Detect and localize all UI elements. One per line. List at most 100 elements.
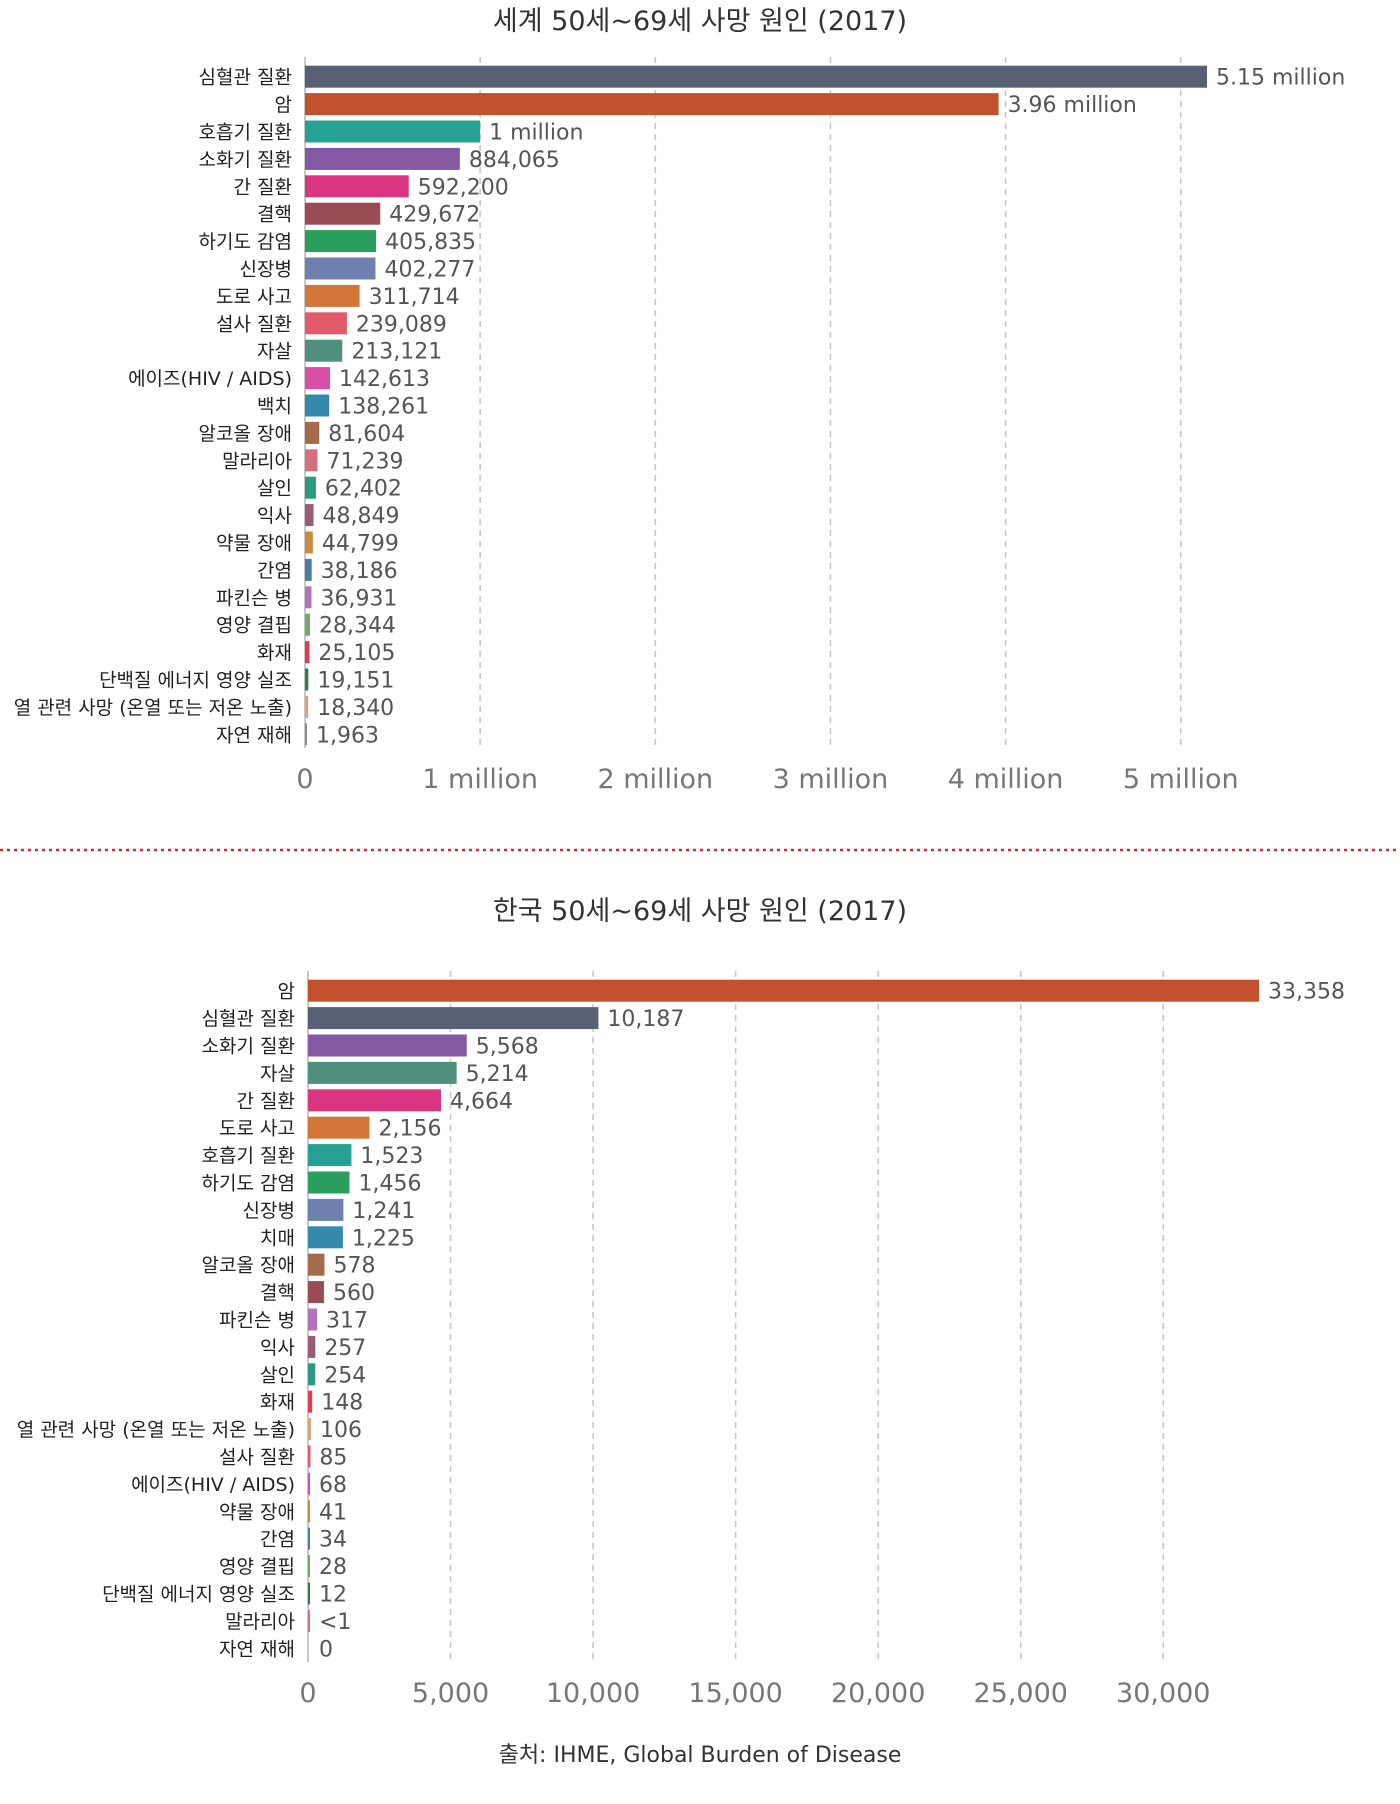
value-label: 1,523 [360, 1144, 423, 1169]
category-label: 간 질환 [234, 176, 292, 198]
category-label: 단백질 에너지 영양 실조 [102, 1584, 295, 1606]
bar [308, 1198, 344, 1221]
value-label: 71,239 [326, 449, 403, 474]
value-label: 38,186 [321, 559, 398, 584]
value-label: 317 [326, 1309, 368, 1334]
category-label: 말라리아 [222, 450, 292, 472]
value-label: 1 million [489, 121, 583, 146]
value-label: 33,358 [1268, 980, 1345, 1005]
category-label: 알코올 장애 [202, 1255, 295, 1277]
value-label: 0 [319, 1637, 333, 1662]
category-label: 열 관련 사망 (온열 또는 저온 노출) [17, 1419, 295, 1441]
x-tick-label: 15,000 [688, 1678, 782, 1709]
x-tick-label: 4 million [948, 764, 1064, 795]
bar [308, 979, 1259, 1002]
category-label: 결핵 [257, 204, 292, 226]
chart-title: 한국 50세~69세 사망 원인 (2017) [493, 896, 907, 927]
bar [305, 504, 314, 527]
value-label: 10,187 [607, 1007, 684, 1032]
value-label: 19,151 [317, 669, 394, 694]
bar [305, 695, 309, 718]
bar [305, 65, 1207, 88]
bar [305, 613, 310, 636]
category-label: 화재 [260, 1392, 295, 1414]
value-label: 5,568 [476, 1035, 539, 1060]
category-label: 설사 질환 [219, 1447, 295, 1469]
bar [305, 421, 320, 444]
category-label: 자살 [257, 341, 292, 363]
value-label: 5.15 million [1216, 66, 1345, 91]
value-label: 4,664 [450, 1089, 513, 1114]
bar [308, 1582, 310, 1605]
bar [305, 449, 318, 472]
world-chart: 세계 50세~69세 사망 원인 (2017) 0 1 million 2 milli… [14, 6, 1346, 795]
category-label: 소화기 질환 [202, 1036, 295, 1058]
category-label: 백치 [257, 396, 292, 418]
category-label: 암 [278, 981, 295, 1003]
source-note: 출처: IHME, Global Burden of Disease [499, 1743, 902, 1768]
bar [305, 284, 360, 307]
value-label: 62,402 [325, 477, 402, 502]
value-label: 402,277 [384, 258, 475, 283]
value-label: 2,156 [378, 1117, 441, 1142]
bar [308, 1308, 318, 1331]
value-label: 34 [319, 1528, 347, 1553]
bar [305, 147, 460, 170]
value-label: 578 [333, 1254, 375, 1279]
category-label: 에이즈(HIV / AIDS) [128, 368, 292, 390]
bar [308, 1418, 312, 1441]
value-label: 18,340 [317, 696, 394, 721]
value-label: 5,214 [466, 1062, 529, 1087]
korea-chart: 한국 50세~69세 사망 원인 (2017) 0 5,000 10,000 15,00… [17, 896, 1345, 1709]
x-tick-label: 1 million [422, 764, 538, 795]
value-label: 254 [324, 1363, 366, 1388]
category-label: 결핵 [260, 1282, 295, 1304]
category-label: 간염 [260, 1529, 295, 1551]
bar [308, 1445, 311, 1468]
bar [305, 558, 312, 581]
category-label: 파킨슨 병 [216, 587, 292, 609]
bar [308, 1390, 313, 1413]
value-label: 142,613 [339, 367, 430, 392]
value-label: <1 [319, 1610, 351, 1635]
bar [305, 641, 310, 664]
value-label: 3.96 million [1008, 93, 1137, 118]
bar [308, 1061, 457, 1084]
value-label: 12 [319, 1583, 347, 1608]
bar [308, 1363, 316, 1386]
value-label: 81,604 [328, 422, 405, 447]
category-label: 도로 사고 [219, 1118, 295, 1140]
bar [308, 1089, 441, 1112]
bar [308, 1253, 325, 1276]
category-label: 도로 사고 [216, 286, 292, 308]
value-label: 257 [324, 1336, 366, 1361]
bar [305, 230, 377, 253]
value-label: 25,105 [318, 641, 395, 666]
category-label: 살인 [257, 478, 292, 500]
bar [308, 1007, 599, 1030]
value-label: 68 [319, 1473, 347, 1498]
bar [308, 1116, 370, 1139]
category-label: 파킨슨 병 [219, 1310, 295, 1332]
bar [308, 1281, 324, 1304]
category-label: 자연 재해 [219, 1638, 295, 1660]
category-label: 알코올 장애 [199, 423, 292, 445]
x-tick-label: 5,000 [412, 1678, 489, 1709]
bar [308, 1500, 310, 1523]
bar [305, 367, 330, 390]
category-label: 간염 [257, 560, 292, 582]
bar [308, 1171, 350, 1194]
value-label: 138,261 [338, 395, 429, 420]
value-label: 85 [319, 1446, 347, 1471]
value-label: 884,065 [469, 148, 560, 173]
category-label: 열 관련 사망 (온열 또는 저온 노출) [14, 697, 292, 719]
value-label: 48,849 [323, 504, 400, 529]
bar [308, 1144, 352, 1167]
x-tick-label: 10,000 [546, 1678, 640, 1709]
bar [308, 1226, 343, 1249]
category-label: 익사 [257, 505, 292, 527]
category-label: 익사 [260, 1337, 295, 1359]
category-label: 단백질 에너지 영양 실조 [99, 670, 292, 692]
bar [305, 312, 347, 335]
category-label: 하기도 감염 [199, 231, 292, 253]
